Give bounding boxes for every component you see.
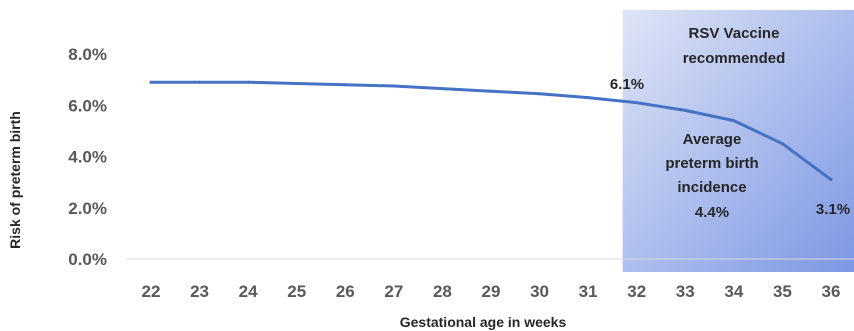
- data-point: [246, 80, 250, 84]
- x-tick-label: 34: [724, 282, 743, 301]
- x-axis-title: Gestational age in weeks: [400, 314, 567, 330]
- x-axis-ticks: 22 23 24 25 26 27 28 29 30 31 32 33 34 35 36: [142, 282, 841, 301]
- x-tick-label: 36: [822, 282, 841, 301]
- x-tick-label: 30: [530, 282, 549, 301]
- series-points: [149, 80, 833, 182]
- data-point: [295, 81, 299, 85]
- data-point: [635, 101, 639, 105]
- x-tick-label: 27: [384, 282, 403, 301]
- data-point: [440, 87, 444, 91]
- data-point: [732, 119, 736, 123]
- data-point: [780, 142, 784, 146]
- x-tick-label: 24: [239, 282, 258, 301]
- y-tick-label: 0.0%: [68, 250, 107, 269]
- average-label-line3: incidence: [677, 179, 746, 196]
- data-point: [538, 92, 542, 96]
- vaccine-recommended-region: [622, 10, 854, 272]
- data-label-week-36: 3.1%: [816, 201, 850, 218]
- region-label-line1: RSV Vaccine: [689, 25, 780, 42]
- x-tick-label: 25: [287, 282, 306, 301]
- x-tick-label: 23: [190, 282, 209, 301]
- y-tick-label: 6.0%: [68, 96, 107, 115]
- data-point: [198, 80, 202, 84]
- data-label-week-32: 6.1%: [610, 76, 644, 93]
- average-label-line2: preterm birth: [665, 155, 758, 172]
- data-point: [149, 80, 153, 84]
- y-tick-label: 4.0%: [68, 148, 107, 167]
- data-point: [392, 84, 396, 88]
- data-point: [586, 96, 590, 100]
- data-point: [343, 83, 347, 87]
- y-axis-ticks: 0.0% 2.0% 4.0% 6.0% 8.0%: [68, 45, 107, 269]
- data-point: [829, 178, 833, 182]
- y-axis-title: Risk of preterm birth: [7, 111, 23, 249]
- region-label-line2: recommended: [683, 50, 786, 67]
- y-tick-label: 2.0%: [68, 199, 107, 218]
- data-point: [683, 108, 687, 112]
- x-tick-label: 32: [627, 282, 646, 301]
- x-tick-label: 35: [773, 282, 792, 301]
- y-tick-label: 8.0%: [68, 45, 107, 64]
- average-label-line1: Average: [683, 131, 742, 148]
- x-tick-label: 29: [482, 282, 501, 301]
- x-tick-label: 26: [336, 282, 355, 301]
- average-label-line4: 4.4%: [695, 204, 729, 221]
- data-point: [489, 89, 493, 93]
- x-tick-label: 33: [676, 282, 695, 301]
- x-tick-label: 22: [142, 282, 161, 301]
- x-tick-label: 28: [433, 282, 452, 301]
- x-tick-label: 31: [579, 282, 598, 301]
